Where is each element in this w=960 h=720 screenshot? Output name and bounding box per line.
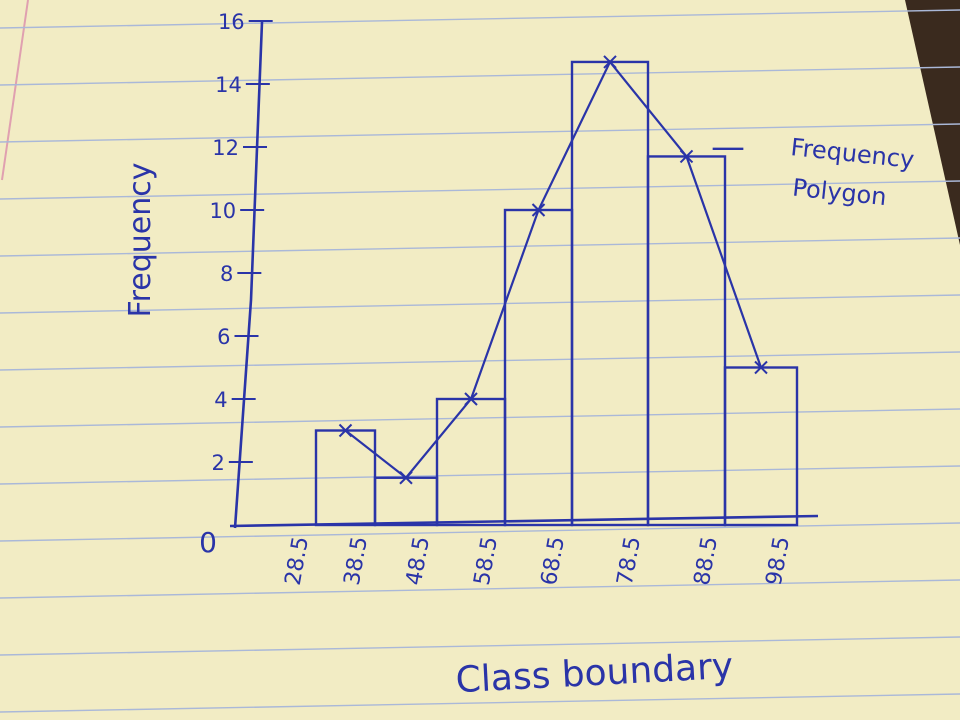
polygon-point (531, 203, 546, 217)
ruled-lines (0, 9, 960, 713)
legend-symbol: — (711, 127, 745, 167)
polygon-point-stroke (754, 360, 768, 375)
polygon-point-stroke (464, 392, 478, 406)
ruled-line (0, 408, 960, 428)
polygon-point (754, 360, 768, 375)
ruled-line (0, 522, 960, 542)
y-tick-label: 4 (214, 388, 227, 412)
y-tick-label: 6 (217, 325, 230, 349)
polygon-point-stroke (399, 471, 413, 485)
y-tick-label: 16 (218, 10, 245, 34)
ruled-line (0, 465, 960, 485)
ruled-line (0, 180, 960, 200)
y-tick-label: 8 (220, 262, 233, 286)
legend-label: Frequency Polygon (789, 133, 915, 211)
frequency-polygon (338, 55, 768, 485)
ruled-line (0, 123, 960, 143)
polygon-point-stroke (679, 149, 694, 164)
polygon-point-stroke (531, 203, 546, 217)
y-axis-ticks: 0 2 4 6 8 10 12 14 16 (199, 10, 273, 559)
y-tick-label: 2 (211, 451, 224, 475)
margin-line (1, 0, 29, 181)
polygon-point (679, 149, 694, 164)
polygon-point (399, 471, 413, 485)
polygon-point (464, 392, 478, 406)
y-tick-label: 10 (209, 199, 236, 223)
ruled-line (0, 636, 960, 656)
y-axis-label: Frequency (123, 163, 158, 318)
y-tick-label: 12 (212, 136, 239, 160)
ruled-line (0, 9, 960, 29)
polygon-point (338, 423, 353, 438)
y-tick-label: 14 (215, 73, 242, 97)
ruled-line (0, 237, 960, 257)
ruled-line (0, 579, 960, 599)
polygon-point-stroke (338, 423, 353, 438)
legend: — Frequency Polygon (711, 127, 916, 211)
ruled-line (0, 693, 960, 713)
ruled-line (0, 66, 960, 86)
ruled-line (0, 294, 960, 314)
y-tick-label: 0 (199, 526, 217, 559)
polygon-point (603, 55, 617, 69)
y-axis-line (233, 21, 264, 529)
polygon-point-stroke (603, 55, 617, 69)
ruled-line (0, 351, 960, 371)
